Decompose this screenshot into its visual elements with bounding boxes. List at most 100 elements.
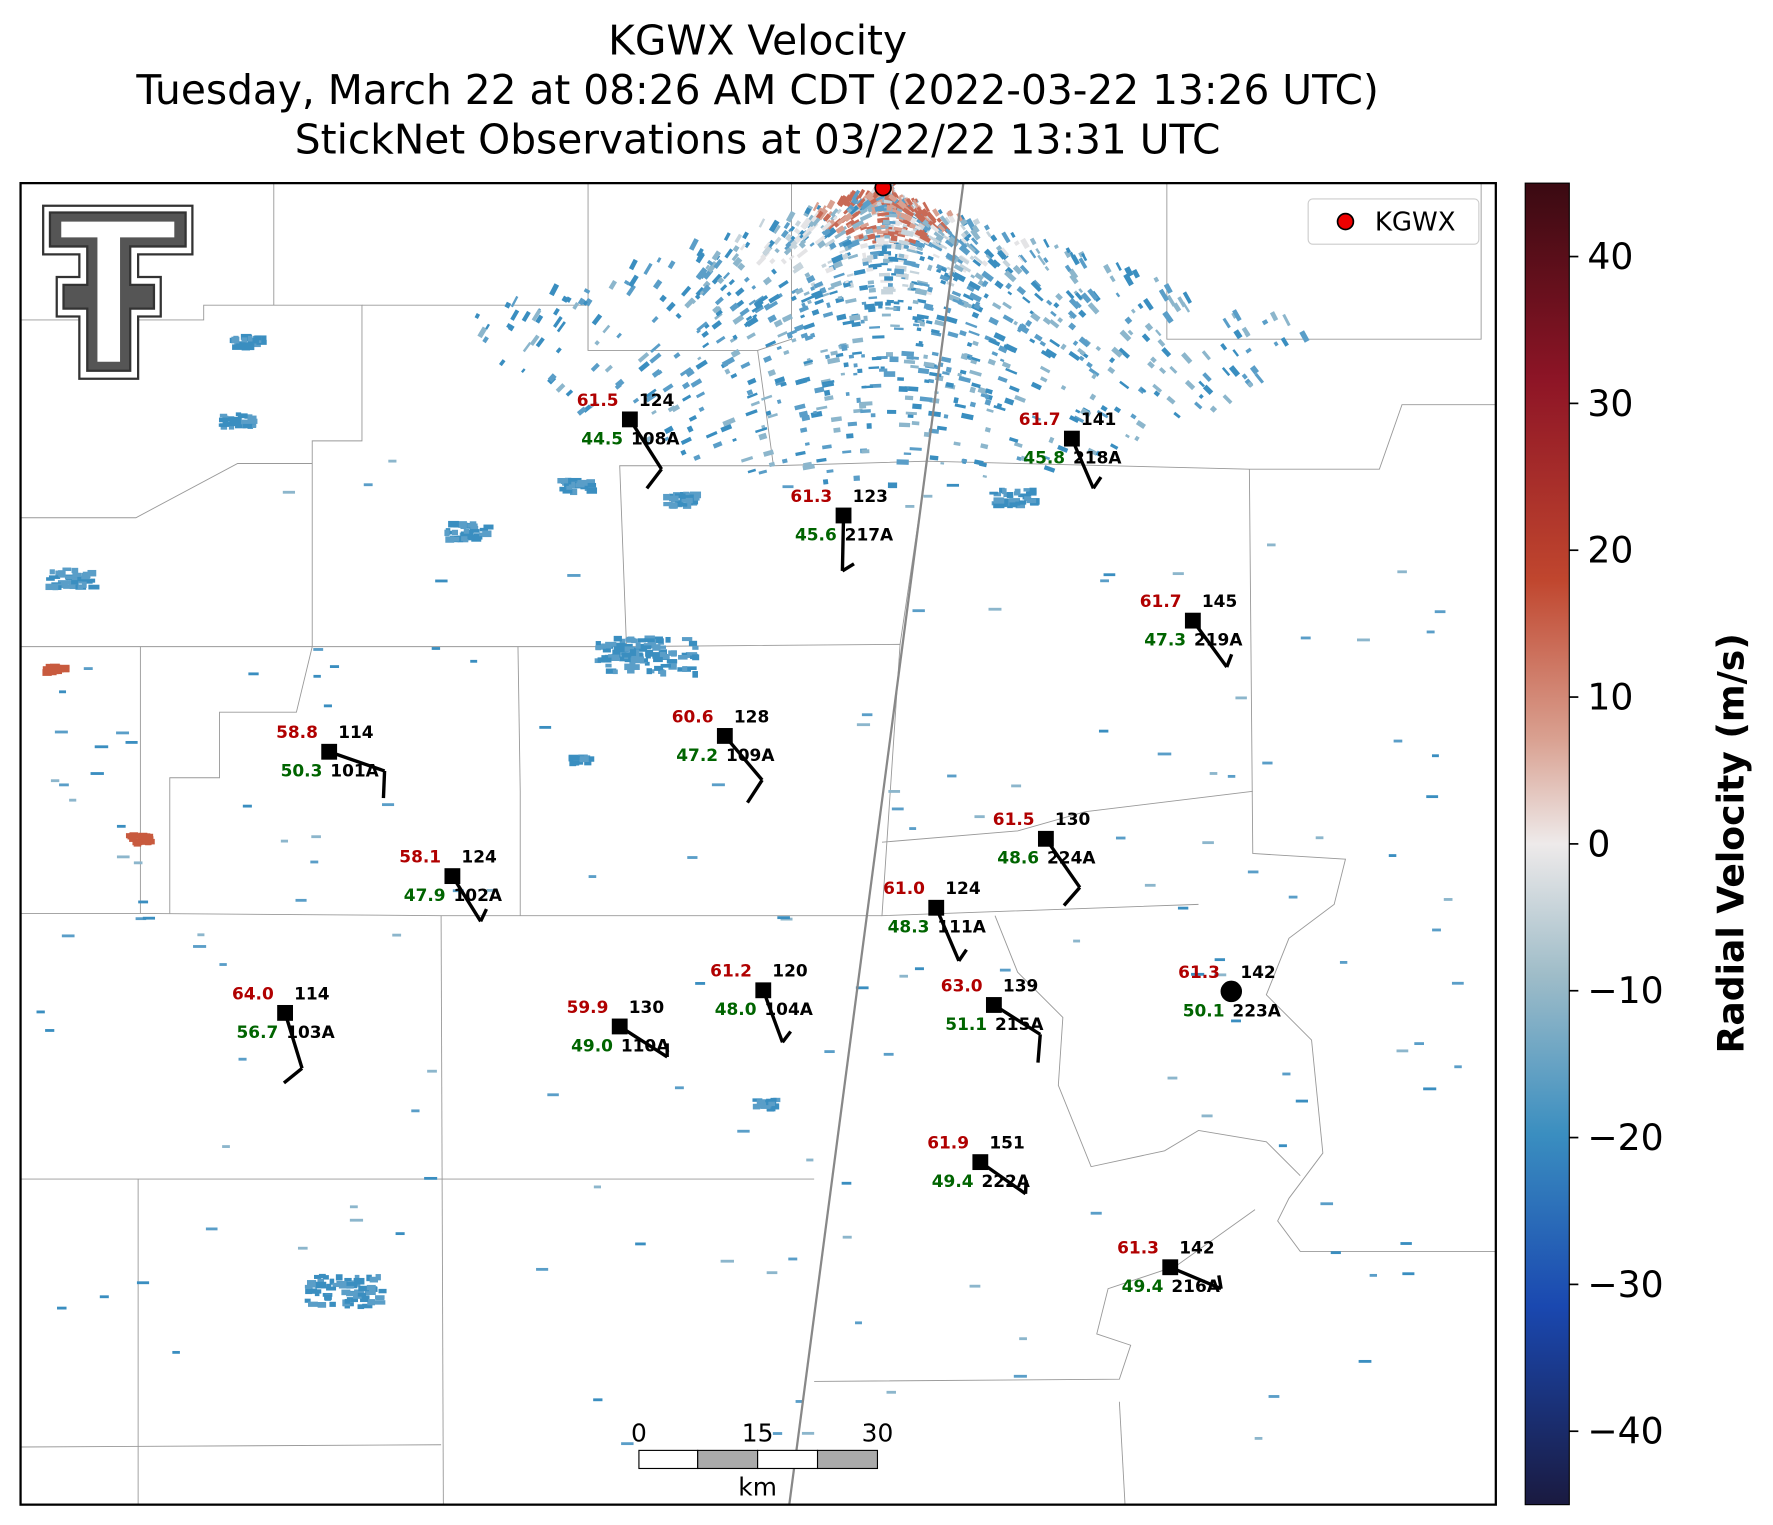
echo xyxy=(1124,266,1134,278)
echo xyxy=(1050,310,1057,317)
echo xyxy=(585,756,595,762)
echo xyxy=(803,322,816,330)
echo xyxy=(590,362,600,372)
echo xyxy=(999,487,1005,494)
echo xyxy=(1068,268,1079,280)
echo xyxy=(1006,491,1014,498)
echo xyxy=(984,398,992,406)
echo xyxy=(902,283,909,288)
echo xyxy=(338,1283,348,1289)
echo xyxy=(886,1390,896,1394)
echo xyxy=(1060,384,1067,391)
echo xyxy=(1157,338,1166,347)
echo xyxy=(693,454,701,461)
dewpoint: 49.4 xyxy=(932,1171,974,1191)
echo xyxy=(83,667,93,670)
echo xyxy=(584,482,597,488)
echo xyxy=(1039,340,1047,347)
echo xyxy=(1130,413,1137,420)
echo xyxy=(883,286,895,290)
echo xyxy=(129,835,135,842)
echo xyxy=(1423,1087,1437,1091)
echo xyxy=(682,394,692,402)
echo xyxy=(958,375,971,383)
echo xyxy=(346,1291,357,1297)
echo xyxy=(820,348,828,353)
echo xyxy=(565,389,574,397)
echo xyxy=(577,297,586,306)
echo xyxy=(881,313,891,317)
echo xyxy=(879,208,887,212)
echo xyxy=(227,417,237,422)
echo xyxy=(840,372,846,376)
echo xyxy=(743,276,750,283)
echo xyxy=(883,1052,894,1056)
echo xyxy=(1278,1144,1287,1148)
echo xyxy=(1147,360,1155,369)
echo xyxy=(903,452,912,456)
echo xyxy=(825,354,830,360)
echo xyxy=(952,298,965,306)
echo xyxy=(1013,320,1018,326)
echo xyxy=(896,199,907,210)
echo xyxy=(1177,296,1187,308)
echo xyxy=(1002,314,1014,324)
echo xyxy=(632,397,640,404)
echo xyxy=(822,444,832,450)
echo xyxy=(922,201,930,213)
echo xyxy=(357,1292,367,1297)
echo xyxy=(1443,898,1453,901)
echo xyxy=(730,373,738,379)
dewpoint: 48.3 xyxy=(888,917,930,937)
echo xyxy=(1119,380,1130,390)
echo xyxy=(720,423,733,433)
echo xyxy=(874,301,883,306)
echo xyxy=(769,300,779,309)
echo xyxy=(883,219,890,225)
echo xyxy=(773,236,782,246)
echo xyxy=(1166,395,1176,405)
echo xyxy=(923,354,928,360)
echo xyxy=(658,645,667,649)
echo xyxy=(358,1285,369,1292)
echo xyxy=(69,582,76,590)
echo xyxy=(756,1099,766,1105)
echo xyxy=(919,255,925,262)
echo xyxy=(1068,322,1077,331)
station-marker xyxy=(277,1004,294,1021)
echo xyxy=(522,341,532,353)
echo xyxy=(814,386,825,394)
echo xyxy=(732,256,743,268)
echo xyxy=(914,288,928,296)
echo xyxy=(929,455,939,461)
echo xyxy=(951,290,962,298)
echo xyxy=(740,456,754,463)
echo xyxy=(1009,502,1018,508)
echo xyxy=(925,320,933,325)
echo xyxy=(456,535,464,543)
echo xyxy=(323,704,332,708)
echo xyxy=(783,349,790,356)
echo xyxy=(1434,610,1446,614)
echo xyxy=(615,642,626,648)
echo xyxy=(861,713,873,717)
temperature: 64.0 xyxy=(232,983,274,1003)
echo xyxy=(1153,276,1160,283)
echo xyxy=(625,637,636,642)
echo xyxy=(973,303,981,310)
echo xyxy=(280,839,289,843)
echo xyxy=(843,362,849,368)
echo xyxy=(1064,264,1072,273)
echo xyxy=(980,443,989,450)
echo xyxy=(701,330,709,338)
echo xyxy=(529,334,540,346)
echo xyxy=(857,188,866,199)
echo xyxy=(623,279,630,286)
wind-barb xyxy=(283,1012,304,1069)
echo xyxy=(521,310,531,322)
echo xyxy=(781,313,793,323)
temperature: 61.5 xyxy=(993,809,1035,829)
echo xyxy=(821,221,832,232)
echo xyxy=(445,530,456,535)
